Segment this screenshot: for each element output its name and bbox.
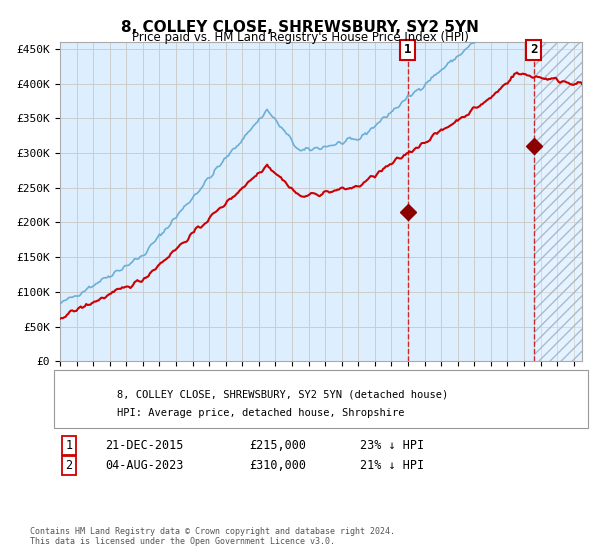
- Text: £310,000: £310,000: [249, 459, 306, 473]
- Bar: [534, 42, 582, 361]
- Text: 23% ↓ HPI: 23% ↓ HPI: [360, 438, 424, 452]
- Text: 1: 1: [404, 44, 411, 57]
- Bar: [534, 42, 582, 361]
- Text: HPI: Average price, detached house, Shropshire: HPI: Average price, detached house, Shro…: [117, 408, 404, 418]
- Text: Contains HM Land Registry data © Crown copyright and database right 2024.
This d: Contains HM Land Registry data © Crown c…: [30, 526, 395, 546]
- Text: 1: 1: [65, 438, 73, 452]
- Text: 2: 2: [65, 459, 73, 473]
- Text: 2: 2: [530, 44, 538, 57]
- Text: 8, COLLEY CLOSE, SHREWSBURY, SY2 5YN: 8, COLLEY CLOSE, SHREWSBURY, SY2 5YN: [121, 20, 479, 35]
- Text: 21% ↓ HPI: 21% ↓ HPI: [360, 459, 424, 473]
- Text: 04-AUG-2023: 04-AUG-2023: [105, 459, 184, 473]
- Text: 21-DEC-2015: 21-DEC-2015: [105, 438, 184, 452]
- Text: 8, COLLEY CLOSE, SHREWSBURY, SY2 5YN (detached house): 8, COLLEY CLOSE, SHREWSBURY, SY2 5YN (de…: [117, 390, 448, 400]
- Text: £215,000: £215,000: [249, 438, 306, 452]
- Text: Price paid vs. HM Land Registry's House Price Index (HPI): Price paid vs. HM Land Registry's House …: [131, 31, 469, 44]
